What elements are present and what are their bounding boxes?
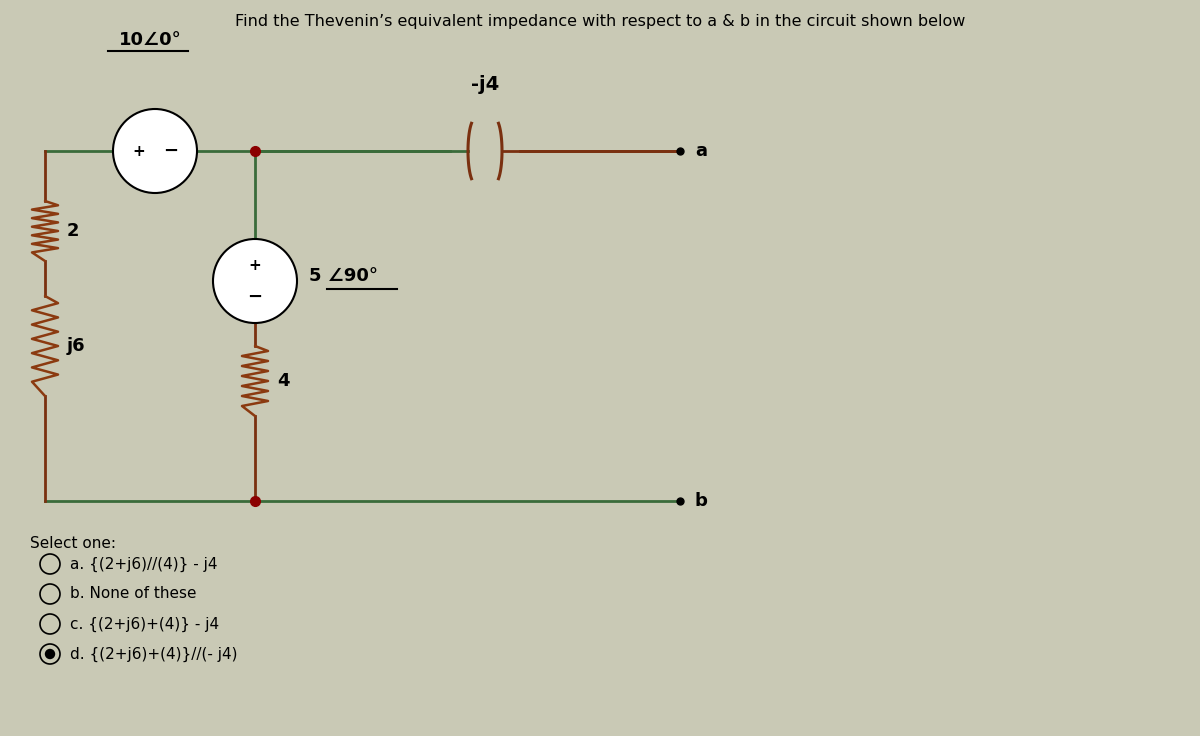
Text: 2: 2 [67, 222, 79, 240]
Text: −: − [163, 142, 179, 160]
Text: Find the Thevenin’s equivalent impedance with respect to a & b in the circuit sh: Find the Thevenin’s equivalent impedance… [235, 14, 965, 29]
Circle shape [214, 239, 298, 323]
Circle shape [44, 649, 55, 659]
Circle shape [113, 109, 197, 193]
Text: +: + [133, 144, 145, 158]
Text: a: a [695, 142, 707, 160]
Text: d. {(2+j6)+(4)}//(- j4): d. {(2+j6)+(4)}//(- j4) [70, 646, 238, 662]
Text: 4: 4 [277, 372, 289, 390]
Text: 5 ∠90°: 5 ∠90° [310, 267, 378, 285]
Text: -j4: -j4 [470, 75, 499, 94]
Text: −: − [247, 288, 263, 306]
Text: b: b [695, 492, 708, 510]
Text: +: + [248, 258, 262, 272]
Text: Select one:: Select one: [30, 536, 116, 551]
Text: a. {(2+j6)//(4)} - j4: a. {(2+j6)//(4)} - j4 [70, 556, 217, 572]
Text: j6: j6 [67, 337, 85, 355]
Text: b. None of these: b. None of these [70, 587, 197, 601]
Text: c. {(2+j6)+(4)} - j4: c. {(2+j6)+(4)} - j4 [70, 616, 220, 631]
Text: 10∠0°: 10∠0° [119, 31, 181, 49]
